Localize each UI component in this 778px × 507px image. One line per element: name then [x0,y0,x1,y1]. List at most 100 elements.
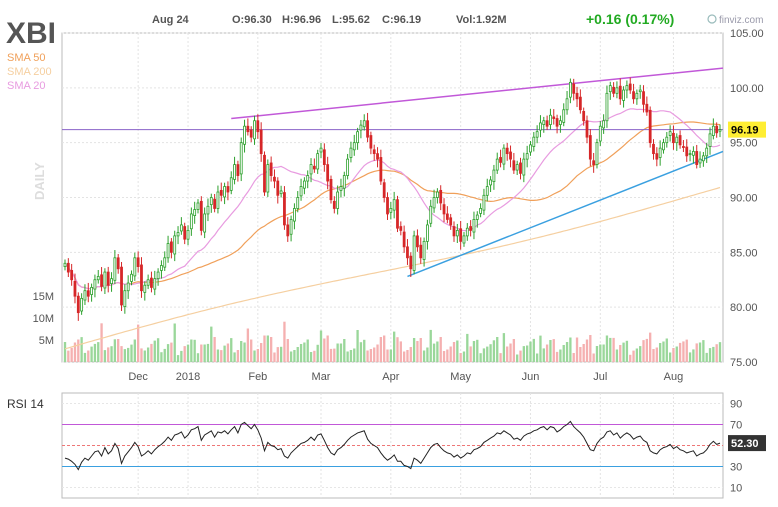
volume-tick-label: 10M [33,313,54,325]
volume-bar [213,337,216,362]
volume-bar [283,321,286,362]
candle-body [655,153,659,160]
volume-bar [449,346,452,362]
volume-bar [230,338,233,362]
candle-body [472,219,476,233]
candle-body [226,186,230,193]
candle-body [312,165,316,170]
volume-bar [472,341,476,362]
volume-bar [436,341,439,362]
volume-bar [439,337,442,362]
volume-bar [522,346,525,362]
volume-bar [140,348,143,362]
rsi-tick-label: 10 [730,483,742,495]
volume-bar [555,351,559,362]
volume-bar [612,337,615,362]
candle-body [86,290,90,297]
candle-body [422,240,426,260]
candle-body [509,151,512,160]
candle-body [445,213,449,220]
volume-bar [605,335,609,362]
volume-bar [496,337,499,362]
volume-bar [326,335,329,362]
candle-body [196,202,200,210]
volume-bar [343,339,346,362]
volume-bar [565,342,569,362]
volume-bar [712,346,715,362]
candle-body [675,136,679,144]
candle-body [632,91,635,100]
volume-bar [702,340,705,362]
volume-bar [595,346,599,362]
candle-body [183,226,187,240]
candle-body [605,92,609,122]
x-tick-label: May [450,371,471,383]
candle-body [618,85,622,100]
volume-bar [190,339,193,362]
candle-body [435,191,439,198]
candle-body [595,142,599,166]
candle-body [505,147,509,155]
volume-bar [615,349,619,362]
rsi-tick-label: 90 [730,399,742,411]
candle-body [711,125,715,136]
candle-body [416,235,419,248]
candle-body [682,146,685,148]
candle-body [429,205,433,224]
candle-body [166,243,170,259]
volume-bar [73,342,77,362]
volume-bar [575,337,579,362]
candle-body [465,227,469,237]
volume-bar [599,344,602,362]
volume-bar [353,348,356,362]
candle-body [432,197,436,209]
volume-bar [323,338,326,362]
ticker-symbol: XBI [6,17,56,50]
volume-bar [329,348,333,362]
volume-bar [492,340,496,362]
volume-bar [166,344,170,362]
candle-body [495,158,499,171]
volume-bar [476,339,479,362]
volume-bar [645,338,649,362]
volume-bar [585,339,589,362]
volume-bar [658,343,662,362]
volume-bar [266,335,269,362]
y-tick-label: 105.00 [730,28,764,40]
candle-body [130,273,133,282]
candle-body [293,208,296,222]
candle-body [206,205,210,215]
candle-body [76,295,80,314]
volume-bar [705,352,708,362]
volume-bar [482,348,486,362]
candle-body [409,255,413,270]
candle-body [622,89,625,101]
candle-body [396,199,399,229]
volume-bar [170,342,173,362]
volume-bar [313,350,316,362]
brand[interactable]: finviz.com [707,14,763,26]
candle-body [176,232,180,237]
candle-body [359,124,363,131]
volume-bar [253,350,256,362]
volume-bar [469,346,472,362]
volume-bar [286,339,289,362]
low-label: L:95.62 [332,14,370,26]
volume-bar [120,346,123,362]
candle-body [239,142,243,175]
candle-body [648,109,652,144]
axes: 105.00 100.00 95.00 90.00 85.00 80.00 75.00 Dec… [33,28,766,383]
candle-body [512,160,516,171]
volume-bar [373,347,376,362]
candle-body [475,214,479,220]
volume-bar [193,339,196,362]
candle-body [529,144,532,153]
volume-bar [103,350,107,362]
candle-body [342,175,346,189]
candle-body [379,157,383,182]
candle-body [289,219,293,235]
volume-bar [622,342,625,362]
volume-bar [529,341,532,362]
candle-body [469,226,473,231]
